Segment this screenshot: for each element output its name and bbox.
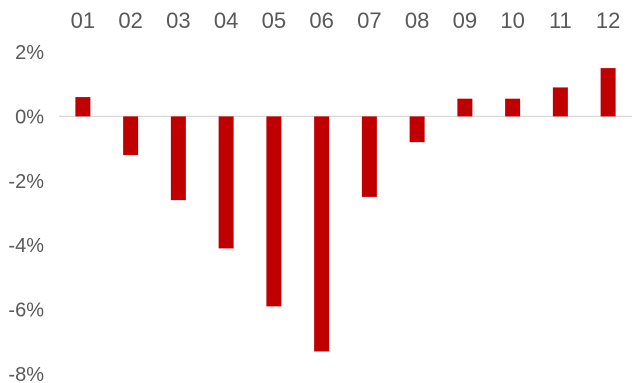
bar-03 <box>170 116 186 201</box>
y-tick-label: 0% <box>15 106 44 128</box>
bar-08 <box>409 116 425 143</box>
x-tick-label: 06 <box>309 8 333 33</box>
x-tick-label: 08 <box>405 8 429 33</box>
bars <box>75 68 616 352</box>
x-tick-label: 04 <box>214 8 238 33</box>
bar-02 <box>123 116 139 156</box>
x-axis-tick-labels: 01 02 03 04 05 06 07 08 09 10 11 12 <box>71 8 621 33</box>
y-tick-label: -6% <box>8 300 44 322</box>
x-tick-label: 03 <box>166 8 190 33</box>
y-tick-label: -8% <box>8 364 44 383</box>
bar-12 <box>600 68 616 117</box>
x-tick-label: 05 <box>262 8 286 33</box>
y-axis-tick-labels: 2% 0% -2% -4% -6% -8% <box>8 42 44 383</box>
x-tick-label: 07 <box>357 8 381 33</box>
bar-11 <box>552 87 568 117</box>
x-tick-label: 11 <box>549 8 572 33</box>
bar-04 <box>218 116 234 249</box>
bar-01 <box>75 97 91 117</box>
bar-06 <box>314 116 330 352</box>
x-tick-label: 02 <box>118 8 142 33</box>
y-tick-label: -4% <box>8 235 44 257</box>
y-tick-label: -2% <box>8 171 44 193</box>
bar-09 <box>457 98 473 117</box>
bar-07 <box>361 116 377 197</box>
x-tick-label: 10 <box>500 8 524 33</box>
x-tick-label: 12 <box>596 8 620 33</box>
x-tick-label: 09 <box>453 8 477 33</box>
bar-05 <box>266 116 282 307</box>
y-tick-label: 2% <box>15 42 44 64</box>
bar-10 <box>505 98 521 117</box>
x-tick-label: 01 <box>71 8 95 33</box>
